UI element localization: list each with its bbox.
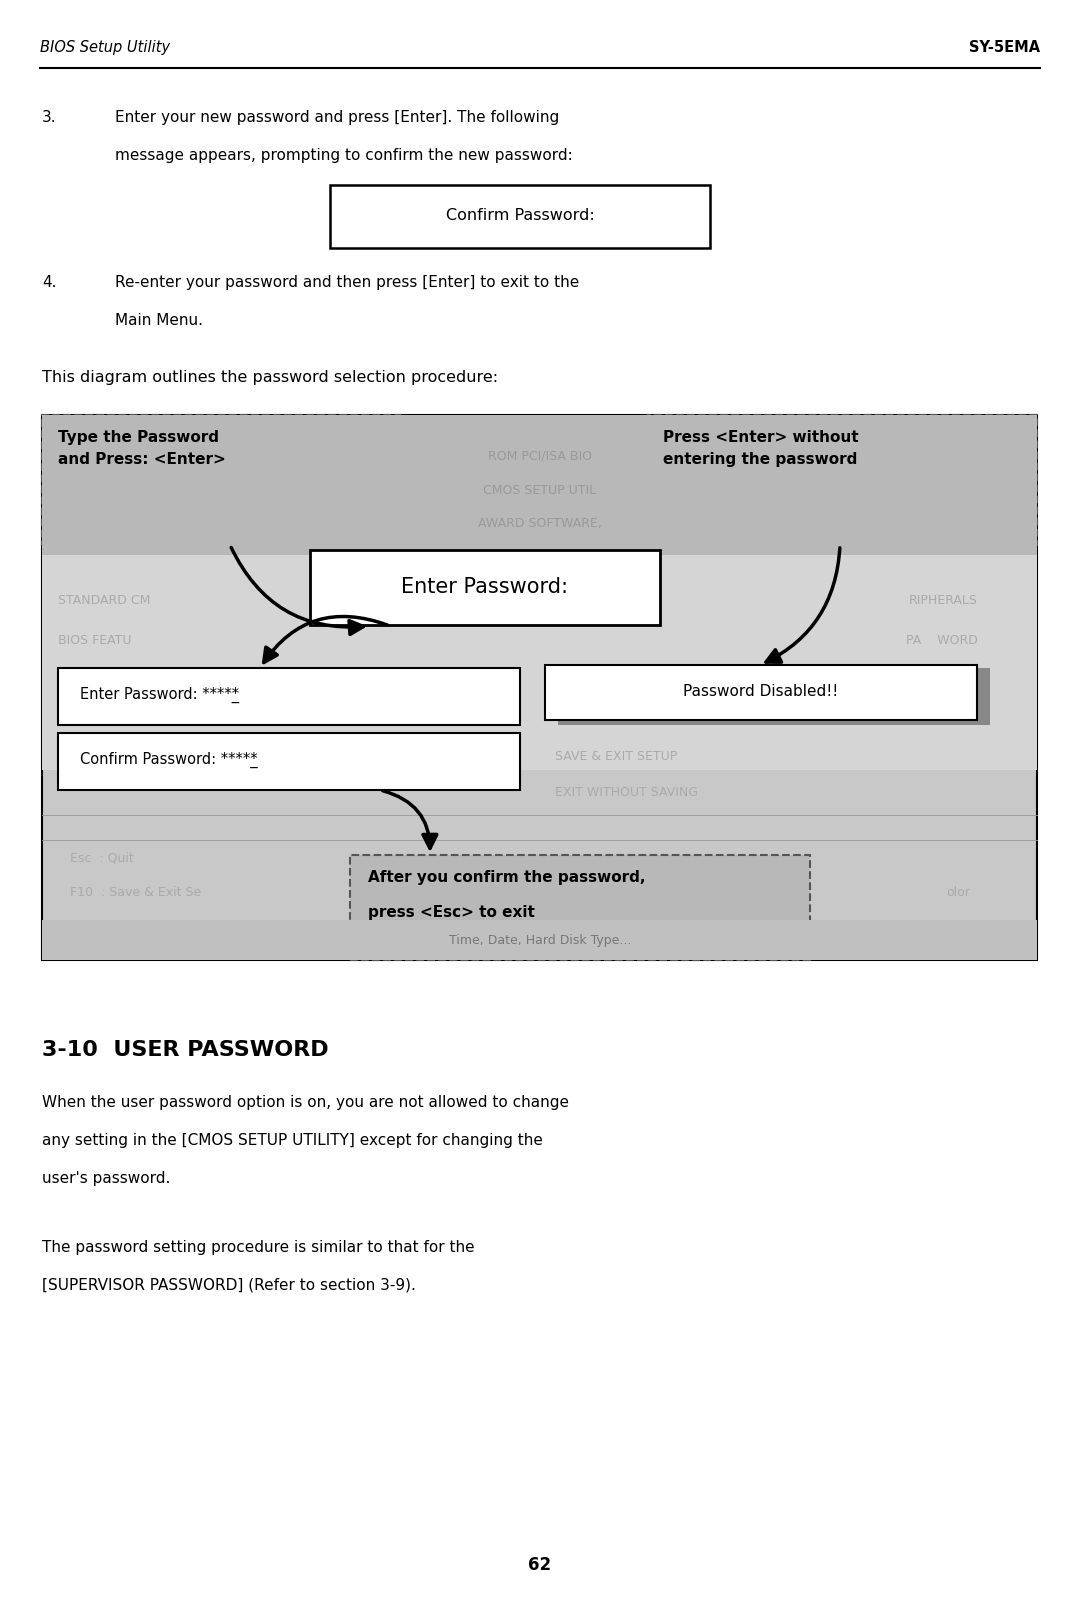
Text: ROM PCI/ISA BIO: ROM PCI/ISA BIO (488, 450, 592, 463)
Text: PA    WORD: PA WORD (906, 634, 978, 647)
FancyBboxPatch shape (42, 414, 1037, 959)
Text: Enter Password: *****̲: Enter Password: *****̲ (80, 688, 239, 704)
Text: Esc  : Quit: Esc : Quit (70, 851, 134, 864)
Text: Time, Date, Hard Disk Type...: Time, Date, Hard Disk Type... (449, 934, 631, 947)
FancyBboxPatch shape (350, 854, 810, 959)
Text: 4.: 4. (42, 275, 56, 290)
Text: SAVE & EXIT SETUP: SAVE & EXIT SETUP (555, 751, 677, 764)
FancyBboxPatch shape (58, 668, 519, 725)
Text: [SUPERVISOR PASSWORD] (Refer to section 3-9).: [SUPERVISOR PASSWORD] (Refer to section … (42, 1278, 416, 1293)
Text: user's password.: user's password. (42, 1171, 171, 1186)
Text: Enter Password:: Enter Password: (402, 578, 568, 597)
Text: Re-enter your password and then press [Enter] to exit to the: Re-enter your password and then press [E… (114, 275, 579, 290)
FancyBboxPatch shape (545, 665, 977, 720)
FancyBboxPatch shape (42, 414, 400, 545)
Text: 62: 62 (528, 1557, 552, 1574)
Text: F10  : Save & Exit Se: F10 : Save & Exit Se (70, 887, 201, 900)
FancyBboxPatch shape (42, 555, 1037, 770)
Text: BIOS Setup Utility: BIOS Setup Utility (40, 40, 171, 55)
Text: EXIT WITHOUT SAVING: EXIT WITHOUT SAVING (555, 786, 698, 799)
Text: Main Menu.: Main Menu. (114, 312, 203, 328)
Text: BIOS FEATU: BIOS FEATU (58, 634, 132, 647)
FancyBboxPatch shape (558, 668, 990, 725)
Text: press <Esc> to exit: press <Esc> to exit (368, 904, 535, 921)
Text: message appears, prompting to confirm the new password:: message appears, prompting to confirm th… (114, 147, 572, 163)
Text: any setting in the [CMOS SETUP UTILITY] except for changing the: any setting in the [CMOS SETUP UTILITY] … (42, 1133, 543, 1149)
Text: Confirm Password: *****̲: Confirm Password: *****̲ (80, 752, 258, 769)
FancyBboxPatch shape (330, 184, 710, 248)
Text: This diagram outlines the password selection procedure:: This diagram outlines the password selec… (42, 371, 498, 385)
Text: Press <Enter> without
entering the password: Press <Enter> without entering the passw… (663, 430, 859, 468)
Text: SY-5EMA: SY-5EMA (969, 40, 1040, 55)
Text: Confirm Password:: Confirm Password: (446, 207, 594, 223)
Text: The password setting procedure is similar to that for the: The password setting procedure is simila… (42, 1239, 474, 1256)
FancyBboxPatch shape (42, 414, 1037, 555)
Text: 3.: 3. (42, 110, 56, 125)
Text: Type the Password
and Press: <Enter>: Type the Password and Press: <Enter> (58, 430, 226, 468)
Text: Password Disabled!!: Password Disabled!! (684, 684, 839, 699)
Text: RIPHERALS: RIPHERALS (909, 594, 978, 607)
Text: 3-10  USER PASSWORD: 3-10 USER PASSWORD (42, 1040, 328, 1060)
FancyBboxPatch shape (648, 414, 1037, 545)
FancyBboxPatch shape (42, 921, 1037, 959)
FancyBboxPatch shape (310, 550, 660, 625)
Text: After you confirm the password,: After you confirm the password, (368, 870, 646, 885)
Text: olor: olor (946, 887, 970, 900)
Text: Enter your new password and press [Enter]. The following: Enter your new password and press [Enter… (114, 110, 559, 125)
Text: STANDARD CM: STANDARD CM (58, 594, 150, 607)
Text: AWARD SOFTWARE,: AWARD SOFTWARE, (478, 518, 602, 531)
FancyBboxPatch shape (58, 733, 519, 790)
Text: When the user password option is on, you are not allowed to change: When the user password option is on, you… (42, 1095, 569, 1110)
Text: CMOS SETUP UTIL: CMOS SETUP UTIL (484, 484, 596, 497)
